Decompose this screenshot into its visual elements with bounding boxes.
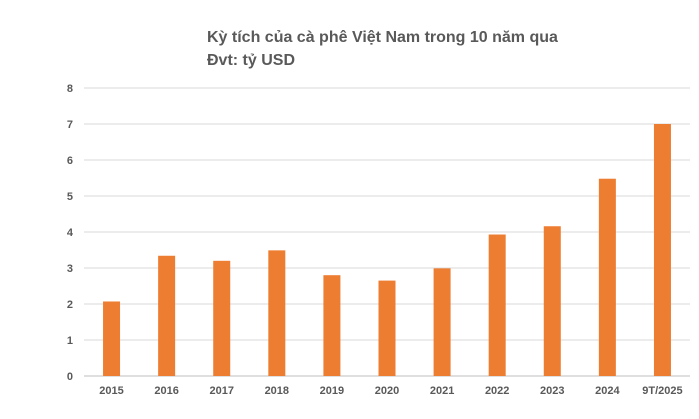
- x-tick-label: 2019: [320, 385, 344, 397]
- x-tick-label: 2018: [265, 385, 289, 397]
- y-tick-label: 3: [67, 263, 73, 275]
- bar-2016: [158, 255, 176, 376]
- y-tick-label: 0: [67, 371, 73, 383]
- bars: [103, 124, 671, 376]
- y-tick-label: 4: [67, 227, 74, 239]
- x-tick-label: 2015: [99, 385, 123, 397]
- bar-2017: [213, 260, 231, 376]
- y-tick-label: 8: [67, 83, 73, 95]
- chart-title: Kỳ tích của cà phê Việt Nam trong 10 năm…: [207, 29, 558, 46]
- x-tick-label: 2017: [209, 385, 233, 397]
- gridlines: [84, 87, 690, 377]
- bar-2021: [433, 268, 451, 376]
- y-tick-label: 5: [67, 191, 73, 203]
- x-tick-label: 2024: [595, 385, 620, 397]
- y-tick-label: 7: [67, 119, 73, 131]
- chart-title-block: Kỳ tích của cà phê Việt Nam trong 10 năm…: [207, 26, 558, 72]
- x-tick-label: 2023: [540, 385, 564, 397]
- bar-2023: [543, 226, 561, 376]
- x-tick-label: 9T/2025: [642, 385, 682, 397]
- bar-9T/2025: [653, 124, 671, 376]
- x-tick-label: 2022: [485, 385, 509, 397]
- bar-2015: [103, 301, 121, 376]
- bar-2020: [378, 280, 396, 376]
- y-axis-ticks: 0 1 2 3 4 5 6 7 8: [67, 83, 74, 383]
- x-tick-label: 2021: [430, 385, 454, 397]
- y-tick-label: 6: [67, 155, 73, 167]
- x-axis-ticks: 2015 2016 2017 2018 2019 2020 2021 2022 2023 2024…: [99, 385, 682, 397]
- bar-2018: [268, 250, 286, 376]
- bar-2022: [488, 234, 506, 376]
- y-tick-label: 1: [67, 335, 73, 347]
- bar-2019: [323, 275, 341, 376]
- chart-subtitle: Đvt: tỷ USD: [207, 52, 296, 69]
- y-tick-label: 2: [67, 299, 73, 311]
- bar-2024: [598, 178, 616, 376]
- x-tick-label: 2016: [154, 385, 178, 397]
- x-tick-label: 2020: [375, 385, 399, 397]
